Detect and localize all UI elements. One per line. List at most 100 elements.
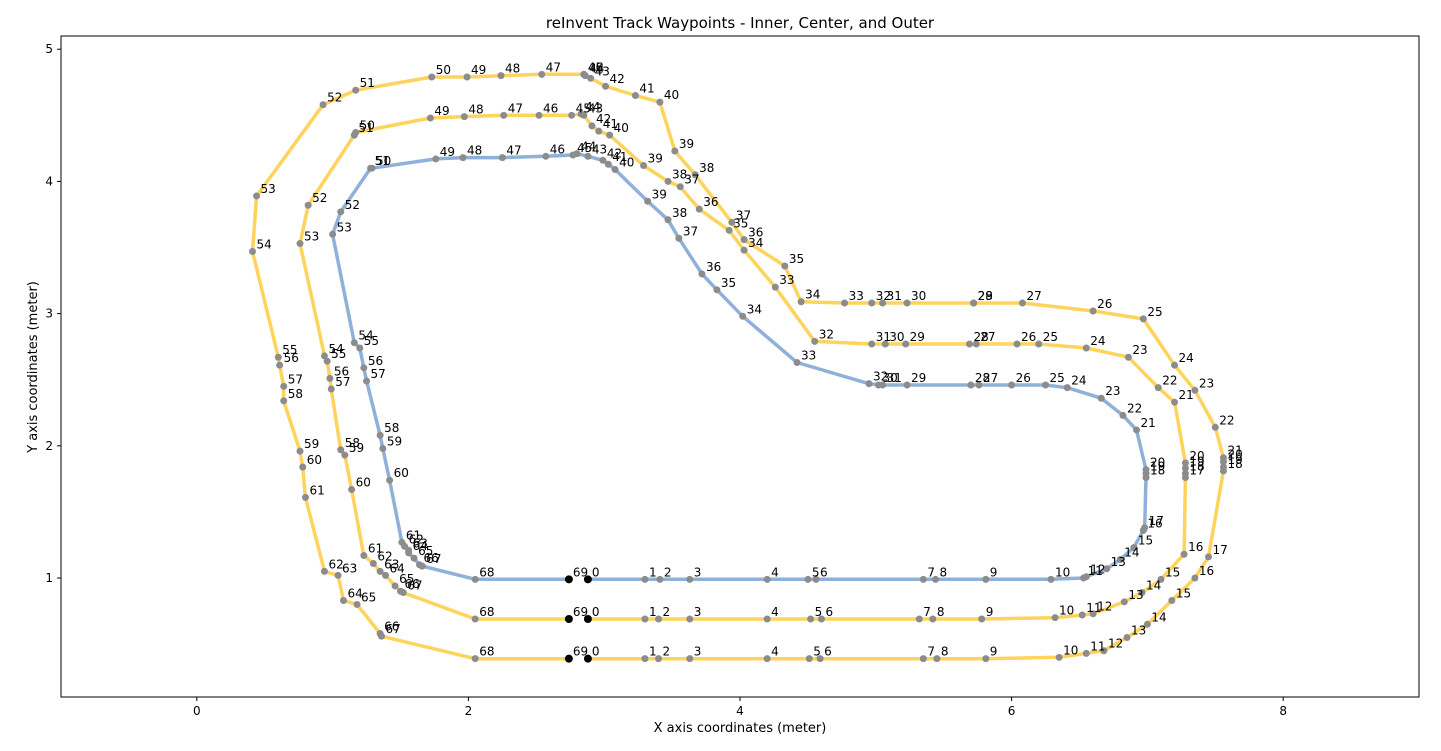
center-waypoint-17 [1141,524,1149,532]
center-waypoint-label-32: 32 [873,370,888,384]
center-waypoint-54 [350,339,358,347]
outer-waypoint-21 [1219,454,1227,462]
inner-track-line [298,112,1188,621]
outer-waypoint-59 [296,447,304,455]
center-waypoint-label-31: 31 [887,371,902,385]
outer-waypoint-label-24: 24 [1179,351,1194,365]
center-waypoint-51 [367,164,375,172]
x-axis: 0 2 4 6 8 [193,697,1287,718]
inner-waypoint-62 [369,559,377,567]
outer-waypoint-27 [1018,299,1026,307]
outer-waypoint-46 [580,70,588,78]
inner-waypoint-label-19: 19 [1189,454,1204,468]
inner-waypoint-label-47: 47 [508,101,523,115]
outer-waypoint-label-0: 0 [592,645,600,659]
inner-waypoint-36 [695,205,703,213]
center-waypoint-41 [604,160,612,168]
outer-waypoint-label-59: 59 [304,437,319,451]
center-waypoint-68 [471,575,479,583]
outer-waypoint-label-54: 54 [256,237,271,251]
inner-waypoint-label-21: 21 [1179,388,1194,402]
outer-waypoint-62 [320,567,328,575]
center-waypoint-label-37: 37 [683,224,698,238]
inner-waypoint-22 [1154,384,1162,392]
outer-waypoint-4 [763,655,771,663]
inner-waypoint-label-7: 7 [923,605,931,619]
outer-waypoint-label-23: 23 [1199,376,1214,390]
outer-waypoint-1 [641,655,649,663]
center-waypoint-label-55: 55 [364,334,379,348]
outer-waypoint-label-67: 67 [385,622,400,636]
inner-waypoint-32 [811,337,819,345]
inner-waypoint-26 [1013,340,1021,348]
outer-waypoint-label-46: 46 [588,60,603,74]
inner-waypoint-label-1: 1 [649,605,657,619]
center-waypoint-label-17: 17 [1149,514,1164,528]
center-waypoint-6 [812,575,820,583]
outer-waypoint-61 [301,493,309,501]
center-waypoint-13 [1103,565,1111,573]
inner-waypoint-28 [966,340,974,348]
inner-waypoint-label-13: 13 [1128,588,1143,602]
inner-waypoint-51 [350,131,358,139]
inner-waypoint-label-49: 49 [434,104,449,118]
center-waypoint-29 [903,381,911,389]
center-waypoint-label-58: 58 [384,421,399,435]
outer-waypoint-label-64: 64 [347,586,362,600]
outer-waypoint-19 [1219,463,1227,471]
center-waypoint-4 [763,575,771,583]
center-waypoint-label-52: 52 [345,198,360,212]
outer-waypoint-16 [1191,574,1199,582]
outer-waypoint-55 [274,353,282,361]
inner-waypoint-63 [376,567,384,575]
inner-waypoint-label-37: 37 [684,173,699,187]
x-tick-label-4: 8 [1279,704,1287,718]
center-waypoint-12 [1082,573,1090,581]
outer-waypoint-label-25: 25 [1147,305,1162,319]
center-waypoint-label-12: 12 [1090,563,1105,577]
center-waypoint-label-41: 41 [612,150,627,164]
center-waypoint-label-4: 4 [771,565,779,579]
inner-waypoint-21 [1171,398,1179,406]
center-waypoint-label-26: 26 [1016,371,1031,385]
inner-waypoint-label-35: 35 [733,216,748,230]
center-waypoint-23 [1097,394,1105,402]
outer-waypoint-53 [253,192,261,200]
inner-waypoint-label-20: 20 [1189,449,1204,463]
center-waypoint-label-3: 3 [694,565,702,579]
center-waypoint-7 [919,575,927,583]
inner-waypoint-label-64: 64 [390,561,405,575]
outer-waypoint-label-27: 27 [1026,289,1041,303]
inner-waypoint-15 [1157,575,1165,583]
outer-waypoint-51 [352,86,360,94]
center-waypoint-label-66: 66 [424,551,439,565]
inner-waypoint-label-30: 30 [889,330,904,344]
outer-waypoint-34 [797,298,805,306]
outer-waypoint-label-14: 14 [1151,610,1166,624]
outer-waypoint-label-69: 69 [573,645,588,659]
outer-waypoint-25 [1139,315,1147,323]
outer-waypoint-label-2: 2 [663,645,671,659]
inner-waypoint-59 [341,451,349,459]
outer-waypoint-52 [319,101,327,109]
inner-waypoint-23 [1124,353,1132,361]
center-waypoint-59 [379,444,387,452]
inner-waypoint-49 [426,114,434,122]
inner-waypoint-label-2: 2 [663,605,671,619]
outer-waypoint-67 [377,632,385,640]
center-waypoint-43 [584,152,592,160]
center-waypoint-label-44: 44 [581,140,596,154]
center-waypoint-5 [804,575,812,583]
inner-waypoint-64 [382,571,390,579]
center-waypoint-label-19: 19 [1150,460,1165,474]
center-waypoint-label-18: 18 [1150,464,1165,478]
center-waypoint-label-43: 43 [592,142,607,156]
inner-waypoint-31 [868,340,876,348]
center-waypoint-label-57: 57 [371,367,386,381]
inner-waypoint-label-58: 58 [345,436,360,450]
inner-waypoint-label-29: 29 [910,330,925,344]
center-waypoint-label-10: 10 [1055,565,1070,579]
outer-waypoint-60 [299,463,307,471]
center-waypoint-label-35: 35 [721,276,736,290]
inner-waypoint-57 [327,385,335,393]
